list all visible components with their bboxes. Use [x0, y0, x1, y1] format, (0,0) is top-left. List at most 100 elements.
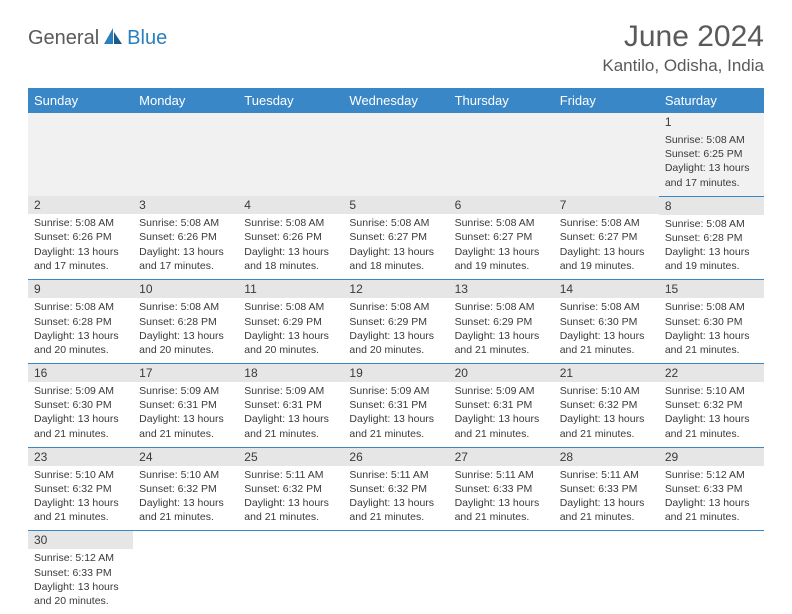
calendar-day: 28 Sunrise: 5:11 AMSunset: 6:33 PMDayligh… — [554, 447, 659, 531]
calendar-day: 1 Sunrise: 5:08 AMSunset: 6:25 PMDaylight… — [659, 113, 764, 196]
day-number: 4 — [238, 196, 343, 214]
day-number: 20 — [449, 364, 554, 382]
calendar-empty — [28, 113, 133, 196]
title-block: June 2024 Kantilo, Odisha, India — [602, 20, 764, 76]
calendar-day: 18Sunrise: 5:09 AMSunset: 6:31 PMDayligh… — [238, 364, 343, 448]
calendar-day: 19 Sunrise: 5:09 AMSunset: 6:31 PMDayligh… — [343, 364, 448, 448]
day-number: 17 — [133, 364, 238, 382]
calendar-table: SundayMondayTuesdayWednesdayThursdayFrid… — [28, 88, 764, 614]
calendar-day: 30 Sunrise: 5:12 AMSunset: 6:33 PMDayligh… — [28, 531, 133, 614]
calendar-empty — [343, 531, 448, 614]
calendar-row: 1 Sunrise: 5:08 AMSunset: 6:25 PMDaylight… — [28, 113, 764, 196]
calendar-day: 10 Sunrise: 5:08 AMSunset: 6:28 PMDayligh… — [133, 280, 238, 364]
calendar-empty — [554, 113, 659, 196]
calendar-day: 13 Sunrise: 5:08 AMSunset: 6:29 PMDayligh… — [449, 280, 554, 364]
logo-text-general: General — [28, 27, 99, 50]
day-info: Sunrise: 5:12 AMSunset: 6:33 PMDaylight:… — [665, 468, 758, 525]
calendar-day: 7 Sunrise: 5:08 AMSunset: 6:27 PMDaylight… — [554, 196, 659, 280]
calendar-day: 11 Sunrise: 5:08 AMSunset: 6:29 PMDayligh… — [238, 280, 343, 364]
day-info: Sunrise: 5:08 AMSunset: 6:30 PMDaylight:… — [665, 300, 758, 357]
day-info: Sunrise: 5:08 AMSunset: 6:27 PMDaylight:… — [349, 216, 442, 273]
day-info: Sunrise: 5:08 AMSunset: 6:29 PMDaylight:… — [349, 300, 442, 357]
day-info: Sunrise: 5:08 AMSunset: 6:27 PMDaylight:… — [560, 216, 653, 273]
day-info: Sunrise: 5:08 AMSunset: 6:29 PMDaylight:… — [244, 300, 337, 357]
day-info: Sunrise: 5:08 AMSunset: 6:28 PMDaylight:… — [665, 217, 758, 274]
logo: General Blue — [28, 26, 167, 51]
day-number: 2 — [28, 196, 133, 214]
day-info: Sunrise: 5:08 AMSunset: 6:28 PMDaylight:… — [34, 300, 127, 357]
day-number: 11 — [238, 280, 343, 298]
calendar-empty — [133, 531, 238, 614]
day-number: 30 — [28, 531, 133, 549]
calendar-day: 25Sunrise: 5:11 AMSunset: 6:32 PMDayligh… — [238, 447, 343, 531]
day-info: Sunrise: 5:08 AMSunset: 6:26 PMDaylight:… — [139, 216, 232, 273]
weekday-header: Thursday — [449, 88, 554, 113]
calendar-day: 24 Sunrise: 5:10 AMSunset: 6:32 PMDayligh… — [133, 447, 238, 531]
calendar-day: 26Sunrise: 5:11 AMSunset: 6:32 PMDayligh… — [343, 447, 448, 531]
day-number: 24 — [133, 448, 238, 466]
day-info: Sunrise: 5:10 AMSunset: 6:32 PMDaylight:… — [139, 468, 232, 525]
calendar-day: 8 Sunrise: 5:08 AMSunset: 6:28 PMDaylight… — [659, 196, 764, 280]
day-number: 19 — [343, 364, 448, 382]
calendar-empty — [449, 531, 554, 614]
day-info: Sunrise: 5:09 AMSunset: 6:31 PMDaylight:… — [455, 384, 548, 441]
day-number: 22 — [659, 364, 764, 382]
calendar-row: 30 Sunrise: 5:12 AMSunset: 6:33 PMDayligh… — [28, 531, 764, 614]
header: General Blue June 2024 Kantilo, Odisha, … — [28, 20, 764, 76]
day-number: 13 — [449, 280, 554, 298]
day-number: 1 — [659, 113, 764, 131]
day-number: 10 — [133, 280, 238, 298]
weekday-header: Tuesday — [238, 88, 343, 113]
day-number: 26 — [343, 448, 448, 466]
weekday-header: Friday — [554, 88, 659, 113]
day-number: 21 — [554, 364, 659, 382]
calendar-empty — [238, 113, 343, 196]
day-number: 7 — [554, 196, 659, 214]
calendar-day: 9 Sunrise: 5:08 AMSunset: 6:28 PMDaylight… — [28, 280, 133, 364]
calendar-day: 2Sunrise: 5:08 AMSunset: 6:26 PMDaylight… — [28, 196, 133, 280]
calendar-empty — [554, 531, 659, 614]
calendar-day: 4 Sunrise: 5:08 AMSunset: 6:26 PMDaylight… — [238, 196, 343, 280]
day-number: 6 — [449, 196, 554, 214]
calendar-day: 23Sunrise: 5:10 AMSunset: 6:32 PMDayligh… — [28, 447, 133, 531]
day-info: Sunrise: 5:10 AMSunset: 6:32 PMDaylight:… — [34, 468, 127, 525]
calendar-day: 5Sunrise: 5:08 AMSunset: 6:27 PMDaylight… — [343, 196, 448, 280]
day-info: Sunrise: 5:10 AMSunset: 6:32 PMDaylight:… — [665, 384, 758, 441]
calendar-day: 6Sunrise: 5:08 AMSunset: 6:27 PMDaylight… — [449, 196, 554, 280]
day-number: 29 — [659, 448, 764, 466]
day-info: Sunrise: 5:09 AMSunset: 6:31 PMDaylight:… — [349, 384, 442, 441]
calendar-header-row: SundayMondayTuesdayWednesdayThursdayFrid… — [28, 88, 764, 113]
day-number: 9 — [28, 280, 133, 298]
day-number: 3 — [133, 196, 238, 214]
weekday-header: Sunday — [28, 88, 133, 113]
logo-text-blue: Blue — [127, 27, 167, 50]
calendar-day: 29 Sunrise: 5:12 AMSunset: 6:33 PMDayligh… — [659, 447, 764, 531]
day-info: Sunrise: 5:08 AMSunset: 6:25 PMDaylight:… — [665, 133, 758, 190]
weekday-header: Monday — [133, 88, 238, 113]
sail-icon — [102, 26, 124, 51]
day-info: Sunrise: 5:12 AMSunset: 6:33 PMDaylight:… — [34, 551, 127, 608]
day-info: Sunrise: 5:11 AMSunset: 6:33 PMDaylight:… — [455, 468, 548, 525]
weekday-header: Saturday — [659, 88, 764, 113]
day-info: Sunrise: 5:08 AMSunset: 6:29 PMDaylight:… — [455, 300, 548, 357]
day-info: Sunrise: 5:09 AMSunset: 6:31 PMDaylight:… — [244, 384, 337, 441]
calendar-day: 3 Sunrise: 5:08 AMSunset: 6:26 PMDaylight… — [133, 196, 238, 280]
calendar-empty — [238, 531, 343, 614]
calendar-row: 9 Sunrise: 5:08 AMSunset: 6:28 PMDaylight… — [28, 280, 764, 364]
calendar-empty — [449, 113, 554, 196]
location: Kantilo, Odisha, India — [602, 56, 764, 76]
day-number: 15 — [659, 280, 764, 298]
day-info: Sunrise: 5:11 AMSunset: 6:33 PMDaylight:… — [560, 468, 653, 525]
calendar-day: 22 Sunrise: 5:10 AMSunset: 6:32 PMDayligh… — [659, 364, 764, 448]
day-number: 28 — [554, 448, 659, 466]
day-number: 16 — [28, 364, 133, 382]
day-info: Sunrise: 5:11 AMSunset: 6:32 PMDaylight:… — [244, 468, 337, 525]
weekday-header: Wednesday — [343, 88, 448, 113]
day-number: 8 — [659, 197, 764, 215]
day-number: 12 — [343, 280, 448, 298]
day-info: Sunrise: 5:09 AMSunset: 6:30 PMDaylight:… — [34, 384, 127, 441]
day-info: Sunrise: 5:09 AMSunset: 6:31 PMDaylight:… — [139, 384, 232, 441]
calendar-empty — [659, 531, 764, 614]
day-info: Sunrise: 5:08 AMSunset: 6:26 PMDaylight:… — [244, 216, 337, 273]
day-info: Sunrise: 5:08 AMSunset: 6:28 PMDaylight:… — [139, 300, 232, 357]
